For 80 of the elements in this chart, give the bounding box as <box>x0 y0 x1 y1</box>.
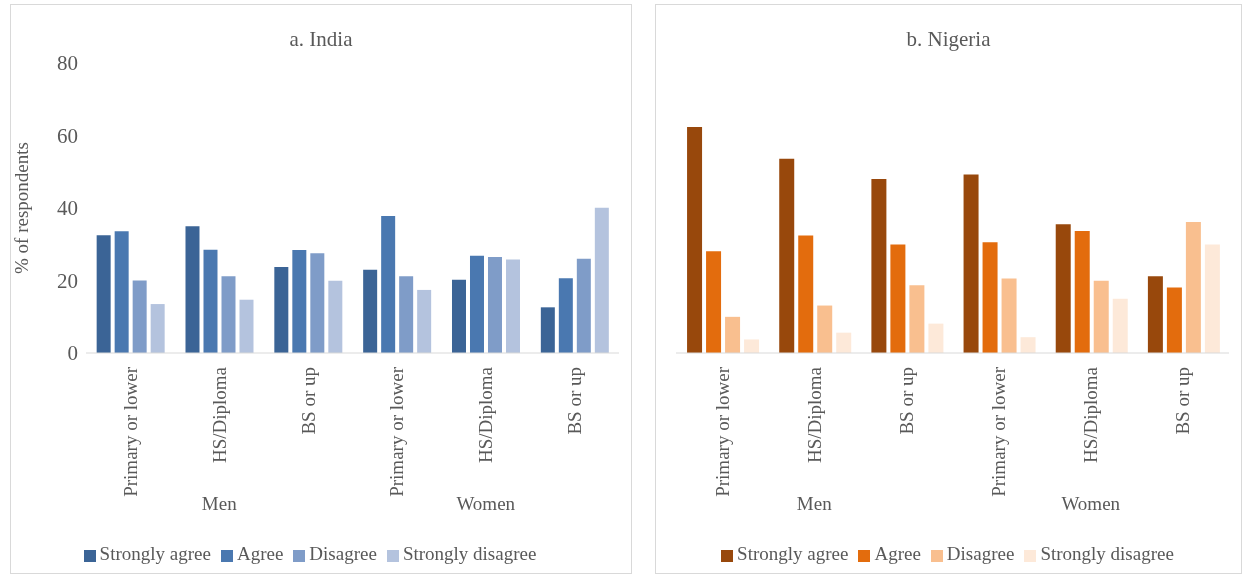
bar <box>594 207 609 353</box>
bar <box>725 316 741 353</box>
bar <box>132 280 147 353</box>
bar <box>1093 280 1109 353</box>
text: Men <box>796 493 832 514</box>
text: Women <box>456 493 516 514</box>
x-tick-label: BS or up <box>297 367 319 435</box>
bar <box>274 267 289 353</box>
bar <box>706 251 722 353</box>
bar <box>221 276 236 353</box>
x-tick-label: HS/Diploma <box>1080 366 1102 464</box>
bar <box>1147 276 1163 353</box>
legend-label: Agree <box>874 543 921 564</box>
y-tick-label: 0 <box>67 341 78 366</box>
bar <box>836 332 852 353</box>
bar <box>505 259 520 353</box>
text: Women <box>1061 493 1121 514</box>
x-tick-label: Primary or lower <box>119 366 141 497</box>
bar <box>982 242 998 353</box>
x-tick-label: BS or up <box>1172 367 1194 435</box>
bar <box>203 249 218 353</box>
bar <box>451 279 466 353</box>
bar <box>239 299 254 353</box>
bar <box>1112 298 1128 353</box>
legend-label: Strongly disagree <box>402 543 537 564</box>
bar <box>687 127 703 353</box>
x-tick-label: BS or up <box>564 367 586 435</box>
bar <box>417 289 432 353</box>
x-tick-label: Primary or lower <box>988 366 1010 497</box>
bar <box>399 276 414 353</box>
bar <box>1074 230 1090 353</box>
legend-label: Agree <box>236 543 284 564</box>
bar <box>185 226 200 353</box>
x-tick-label: HS/Diploma <box>208 366 230 464</box>
bar <box>96 235 111 353</box>
legend-label: Disagree <box>309 543 377 564</box>
y-tick-label: 80 <box>57 51 78 76</box>
bar <box>817 305 833 353</box>
x-tick-label: HS/Diploma <box>803 366 825 464</box>
bar <box>363 269 378 353</box>
bar <box>744 339 760 353</box>
bar <box>890 244 906 353</box>
bar <box>328 280 343 353</box>
chart-title: a. India <box>288 27 354 52</box>
bar <box>114 231 129 353</box>
y-tick-label: 60 <box>57 123 78 148</box>
bar <box>909 285 925 353</box>
bar <box>928 323 944 353</box>
bar <box>1001 278 1017 353</box>
legend-label: Strongly agree <box>737 543 849 564</box>
x-tick-label: BS or up <box>895 367 917 435</box>
bar <box>487 256 502 353</box>
bar <box>1055 224 1071 353</box>
y-tick-label: 20 <box>57 268 78 293</box>
bar <box>1166 287 1182 353</box>
legend-label: Strongly agree <box>99 543 211 564</box>
bar <box>292 250 307 353</box>
legend-label: Disagree <box>946 543 1015 564</box>
bar <box>540 307 555 353</box>
bar <box>1204 244 1220 353</box>
legend-label: Strongly disagree <box>1040 543 1174 564</box>
bar <box>779 158 795 353</box>
bar <box>1020 337 1036 353</box>
x-tick-label: Primary or lower <box>711 366 733 497</box>
bar <box>381 215 396 353</box>
chart-title: b. Nigeria <box>905 27 992 52</box>
bar <box>469 255 484 353</box>
x-tick-label: Primary or lower <box>386 366 408 497</box>
bar <box>310 253 325 353</box>
bar <box>798 235 814 353</box>
y-tick-label: 40 <box>57 196 78 221</box>
bar <box>1185 221 1201 353</box>
bar <box>871 178 887 353</box>
bar <box>963 174 979 353</box>
x-tick-label: HS/Diploma <box>475 366 497 464</box>
text: Men <box>201 493 237 514</box>
y-axis-title: % of respondents <box>10 142 32 274</box>
bar <box>558 278 573 353</box>
bar <box>576 258 591 353</box>
bar <box>150 304 165 353</box>
